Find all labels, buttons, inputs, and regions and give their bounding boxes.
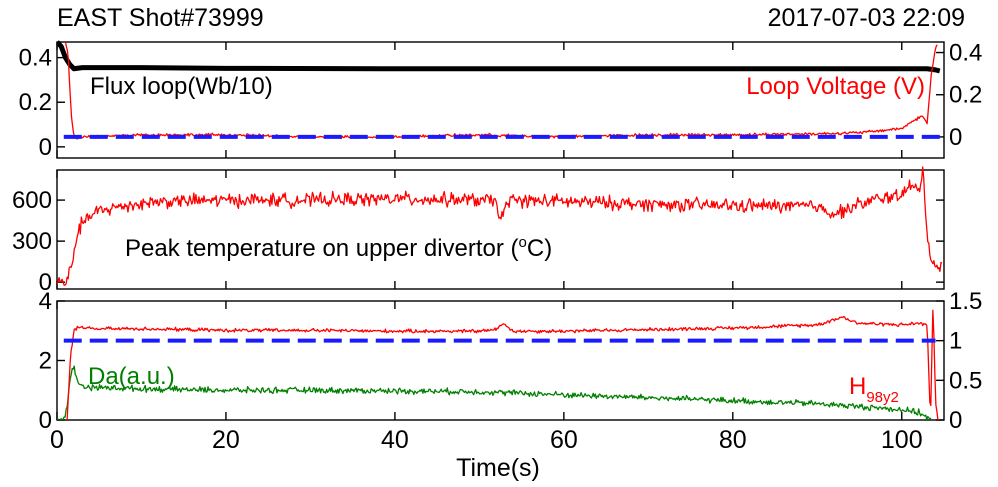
plot-area-middle: 0 300 600 (12, 166, 945, 296)
datetime-label: 2017-07-03 22:09 (768, 4, 965, 32)
y-left-tick-label: 0 (39, 134, 52, 161)
temperature-annotation-text: Peak temperature on upper divertor ( (125, 235, 519, 262)
y-left-tick-label: 300 (12, 228, 52, 255)
y-right-tick-label: 0.5 (949, 367, 982, 394)
y-right-tick-label: 0.4 (949, 40, 982, 67)
y-left-tick-label: 600 (12, 187, 52, 214)
shot-label: EAST Shot#73999 (57, 4, 264, 32)
series-line-flux-loop-wb-10 (57, 40, 941, 74)
loop-voltage-annotation: Loop Voltage (V) (746, 73, 925, 100)
y-right-tick-label: 0 (949, 124, 962, 151)
x-tick-label: 100 (881, 426, 923, 454)
panel-peak-temperature: 0 300 600 Peak temperature on upper divert… (12, 166, 945, 296)
celsius-close: C) (527, 235, 552, 262)
series-line-peak-temperature-on-upper-divertor (57, 166, 943, 286)
degree-superscript: o (519, 234, 527, 251)
x-tick-label: 0 (50, 426, 64, 454)
x-tick-label: 20 (212, 426, 240, 454)
h98-annotation: H98y2 (849, 373, 899, 406)
y-left-tick-label: 0.2 (19, 89, 52, 116)
x-tick-label: 80 (719, 426, 747, 454)
axes-frame (56, 169, 945, 290)
y-left-tick-label: 2 (39, 348, 52, 375)
y-right-tick-label: 0 (949, 407, 962, 434)
plot-area-top: 0 0.2 0.4 0 0.2 0.4 (19, 40, 983, 161)
panel-flux-loop-voltage: 0 0.2 0.4 0 0.2 0.4 Flux loop(Wb/10) Loop Vol… (19, 40, 983, 161)
h98-subscript: 98y2 (866, 389, 899, 406)
x-tick-label: 40 (381, 426, 409, 454)
series-line-loop-voltage-v (64, 41, 938, 140)
h98-letter: H (849, 373, 866, 400)
y-right-tick-label: 1 (949, 328, 962, 355)
flux-loop-annotation: Flux loop(Wb/10) (90, 73, 273, 100)
x-axis-label: Time(s) (456, 454, 540, 482)
y-left-tick-label: 0 (39, 407, 52, 434)
y-left-tick-label: 0.4 (19, 45, 52, 72)
temperature-annotation: Peak temperature on upper divertor (oC) (125, 234, 552, 262)
series-line-da-a-u (57, 365, 932, 420)
da-annotation: Da(a.u.) (88, 363, 175, 390)
y-right-tick-label: 0.2 (949, 82, 982, 109)
x-tick-label: 60 (550, 426, 578, 454)
y-left-tick-label: 4 (39, 288, 52, 315)
series-line-h98y2 (66, 309, 939, 420)
y-left-tick-label: 0 (39, 269, 52, 296)
axes-frame (56, 41, 945, 159)
y-right-tick-label: 1.5 (949, 288, 982, 315)
